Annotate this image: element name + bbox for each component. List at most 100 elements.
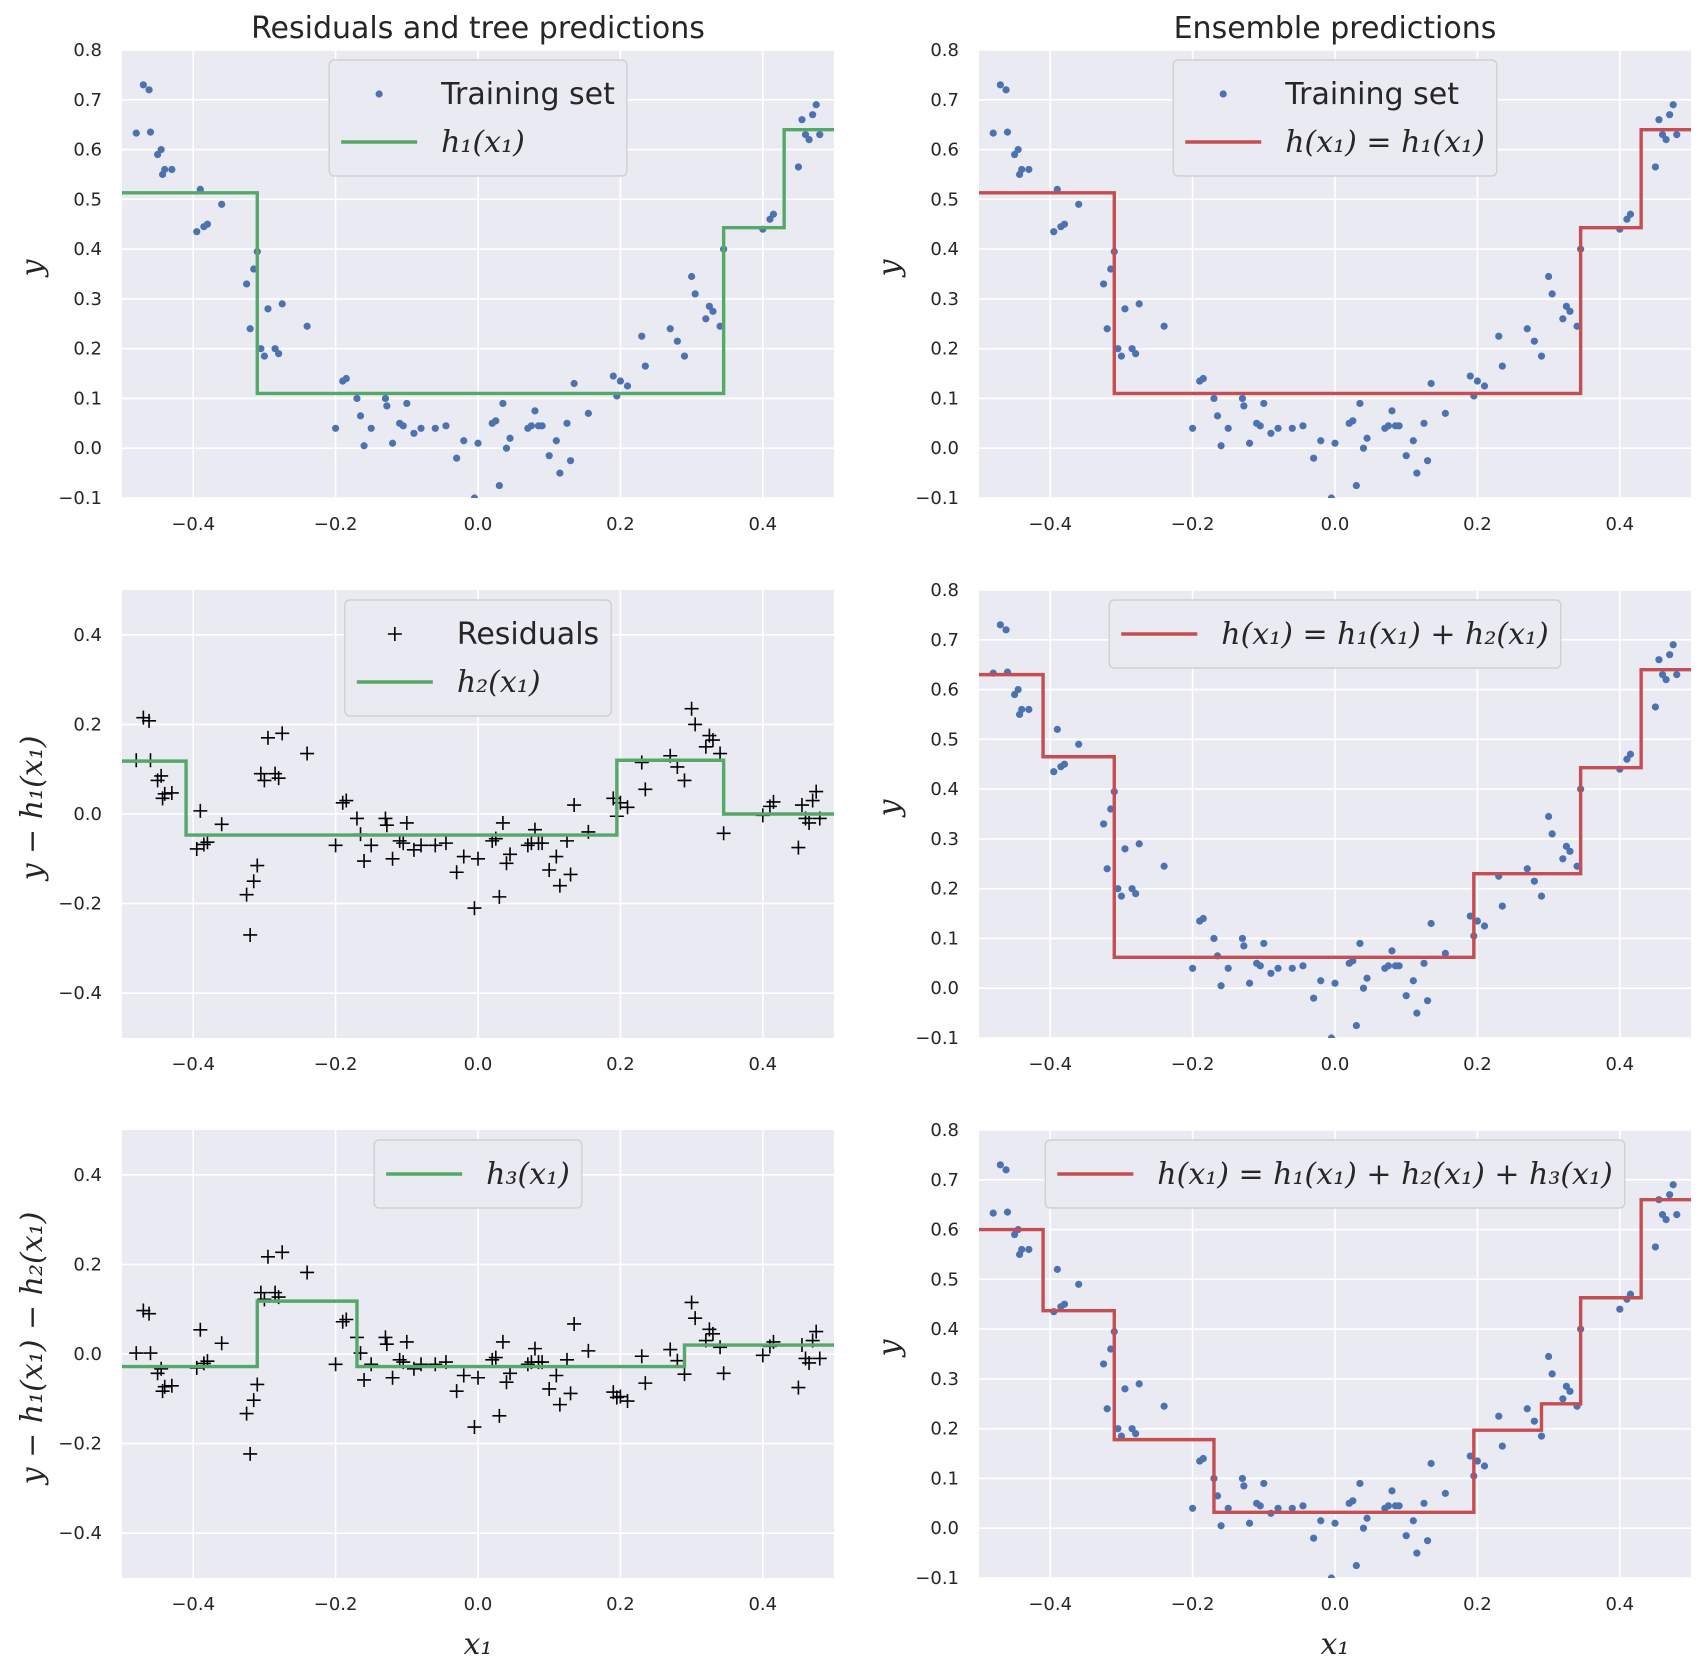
residual-point	[467, 901, 482, 916]
data-point	[809, 111, 817, 119]
legend-dot-marker	[1219, 90, 1227, 98]
residual-point	[157, 1379, 172, 1394]
data-point	[1327, 1574, 1336, 1578]
data-point	[1626, 210, 1635, 218]
data-point	[1384, 962, 1392, 970]
data-point	[1210, 934, 1218, 943]
data-point	[1352, 1561, 1360, 1570]
data-point	[1128, 345, 1136, 353]
data-point	[1331, 439, 1339, 447]
data-point	[1245, 439, 1254, 447]
data-point	[1409, 977, 1417, 985]
y-tick-label: 0.3	[73, 289, 102, 310]
residual-point	[809, 1324, 824, 1339]
residual-point	[364, 838, 379, 853]
residual-point	[200, 835, 215, 850]
data-point	[1356, 399, 1364, 408]
data-point	[531, 407, 539, 415]
data-point	[1002, 1166, 1010, 1174]
x-tick-label: 0.4	[748, 1054, 777, 1075]
y-tick-label: 0.7	[930, 90, 959, 111]
data-point	[1238, 1474, 1247, 1483]
residual-point	[300, 1265, 315, 1280]
legend-box	[344, 599, 612, 717]
x-tick-label: 0.2	[606, 1054, 635, 1075]
legend-label: Training set	[1284, 77, 1459, 112]
residual-point	[563, 1386, 578, 1401]
data-point	[146, 128, 155, 136]
data-point	[1132, 890, 1140, 898]
data-point	[816, 131, 824, 139]
data-point	[1238, 934, 1247, 943]
residual-point	[335, 1314, 350, 1329]
data-point	[1523, 1405, 1531, 1413]
data-point	[1018, 1245, 1026, 1254]
data-point	[246, 325, 254, 333]
y-axis-label: y	[15, 258, 50, 278]
data-point	[1413, 469, 1421, 477]
data-point	[609, 372, 617, 380]
y-tick-label: 0.7	[73, 90, 102, 111]
residual-point	[275, 726, 290, 741]
data-point	[1662, 1216, 1670, 1224]
data-point	[1441, 409, 1449, 417]
data-point	[1299, 1502, 1307, 1510]
data-point	[1217, 982, 1225, 990]
data-point	[1673, 671, 1681, 679]
data-point	[1135, 1380, 1143, 1388]
residual-point	[492, 1408, 507, 1423]
data-point	[1274, 964, 1282, 972]
data-point	[495, 481, 503, 490]
y-tick-label: 0.2	[930, 1419, 959, 1440]
x-tick-label: −0.2	[1171, 1054, 1215, 1075]
data-point	[1423, 997, 1432, 1005]
legend-box	[328, 59, 628, 177]
y-tick-label: 0.4	[930, 779, 959, 800]
residual-point	[684, 1295, 699, 1310]
panel-middle-right: −0.4 −0.2 0.0 0.2 0.4 −0.1 0.0 0.1 0.2 0.3 0.4 0.5 0…	[872, 580, 1691, 1075]
data-point	[1060, 220, 1069, 228]
data-point	[154, 150, 162, 159]
residual-point	[638, 782, 653, 797]
data-point	[563, 419, 571, 427]
data-point	[1117, 352, 1125, 360]
data-point	[1025, 165, 1033, 174]
data-point	[1530, 1417, 1538, 1425]
data-point	[1651, 703, 1659, 711]
data-point	[1666, 1191, 1674, 1199]
data-point	[1199, 1454, 1207, 1463]
residual-point	[378, 1330, 393, 1345]
data-point	[1349, 1497, 1357, 1505]
data-point	[1441, 949, 1449, 957]
y-tick-label: 0.0	[930, 438, 959, 459]
panel-top-left: −0.4 −0.2 0.0 0.2 0.4 −0.1 0.0 0.1 0.2 0.3 0.4 0.5 0…	[15, 11, 834, 535]
x-tick-label: 0.0	[464, 1054, 493, 1075]
prediction-step-line	[122, 758, 834, 837]
data-point	[1274, 1504, 1282, 1512]
y-tick-label: 0.4	[73, 239, 102, 260]
residual-point	[414, 838, 429, 853]
residual-point	[791, 840, 806, 855]
residual-point	[214, 817, 229, 832]
data-point	[132, 129, 140, 137]
y-tick-label: 0.8	[73, 40, 102, 61]
data-point	[1310, 994, 1318, 1002]
data-point	[1199, 374, 1207, 383]
residual-point	[243, 1446, 258, 1461]
x-tick-label: 0.0	[1321, 514, 1350, 535]
x-tick-label: 0.2	[1463, 1594, 1492, 1615]
data-point	[161, 165, 169, 174]
data-point	[1288, 1504, 1296, 1512]
residual-point	[399, 815, 414, 830]
data-point	[1466, 372, 1474, 380]
y-tick-label: −0.1	[915, 488, 959, 509]
data-point	[1669, 1181, 1677, 1189]
data-point	[1199, 914, 1207, 923]
data-point	[193, 228, 201, 236]
data-point	[1160, 1402, 1168, 1410]
legend-box	[1172, 59, 1498, 177]
y-tick-label: −0.4	[58, 983, 102, 1004]
residual-point	[766, 794, 781, 809]
data-point	[203, 220, 212, 228]
x-tick-label: −0.4	[1028, 1594, 1072, 1615]
